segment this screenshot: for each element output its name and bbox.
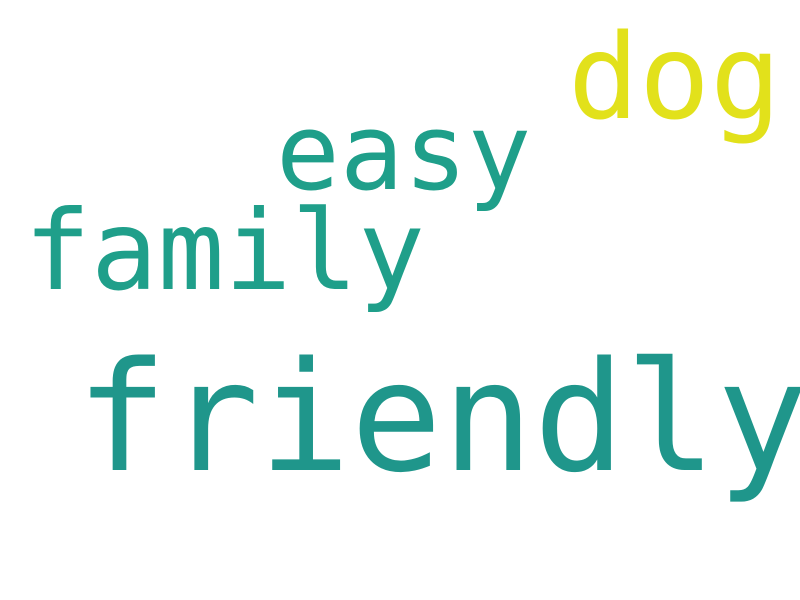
word-dog: dog <box>568 8 782 146</box>
word-easy: easy <box>276 91 532 214</box>
word-family: family <box>24 187 425 316</box>
word-friendly: friendly <box>76 329 800 506</box>
